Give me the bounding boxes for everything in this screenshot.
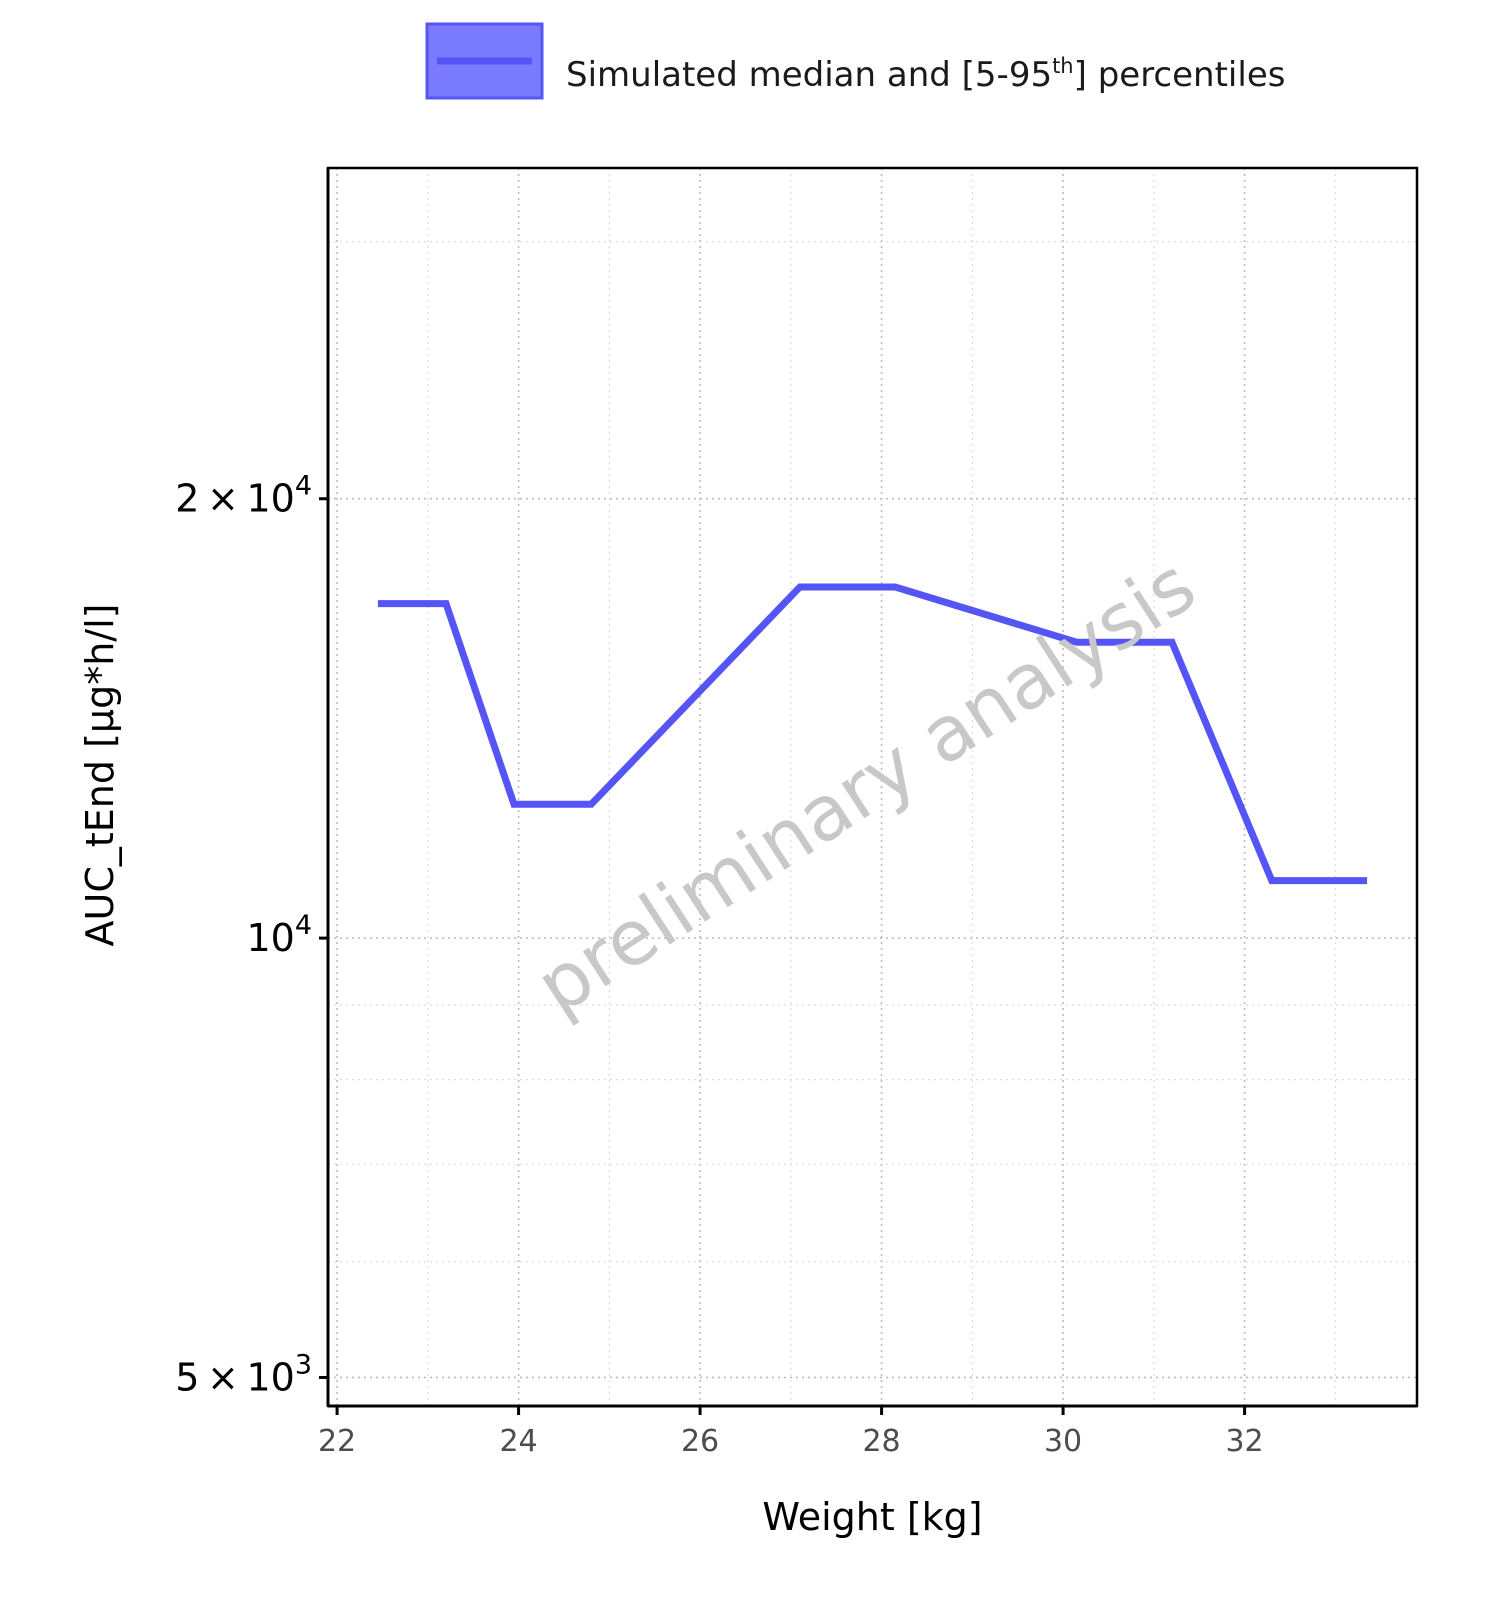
legend-label: Simulated median and [5-95th] percentile… — [566, 54, 1285, 95]
x-tick-label: 22 — [318, 1424, 356, 1459]
plot-area: 22 24 26 28 30 32 5 × 103 104 2 × 104 — [175, 166, 1419, 1459]
legend: Simulated median and [5-95th] percentile… — [425, 22, 1285, 100]
watermark: preliminary analysis — [521, 540, 1211, 1031]
x-tick-label: 30 — [1044, 1424, 1082, 1459]
grid — [328, 168, 1417, 1406]
x-tick-label: 32 — [1225, 1424, 1263, 1459]
x-axis-ticks: 22 24 26 28 30 32 — [318, 1406, 1264, 1459]
y-tick-label: 2 × 104 — [175, 471, 312, 521]
y-axis-title: AUC_tEnd [µg*h/l] — [78, 604, 122, 947]
series-line — [377, 583, 1368, 885]
y-axis-ticks: 5 × 103 104 2 × 104 — [175, 471, 328, 1399]
x-tick-label: 24 — [499, 1424, 537, 1459]
x-tick-label: 26 — [681, 1424, 719, 1459]
x-tick-label: 28 — [862, 1424, 900, 1459]
x-axis-title: Weight [kg] — [762, 1495, 982, 1539]
y-tick-label: 5 × 103 — [175, 1349, 312, 1399]
y-tick-label: 104 — [246, 910, 312, 960]
series-layer — [377, 583, 1368, 885]
